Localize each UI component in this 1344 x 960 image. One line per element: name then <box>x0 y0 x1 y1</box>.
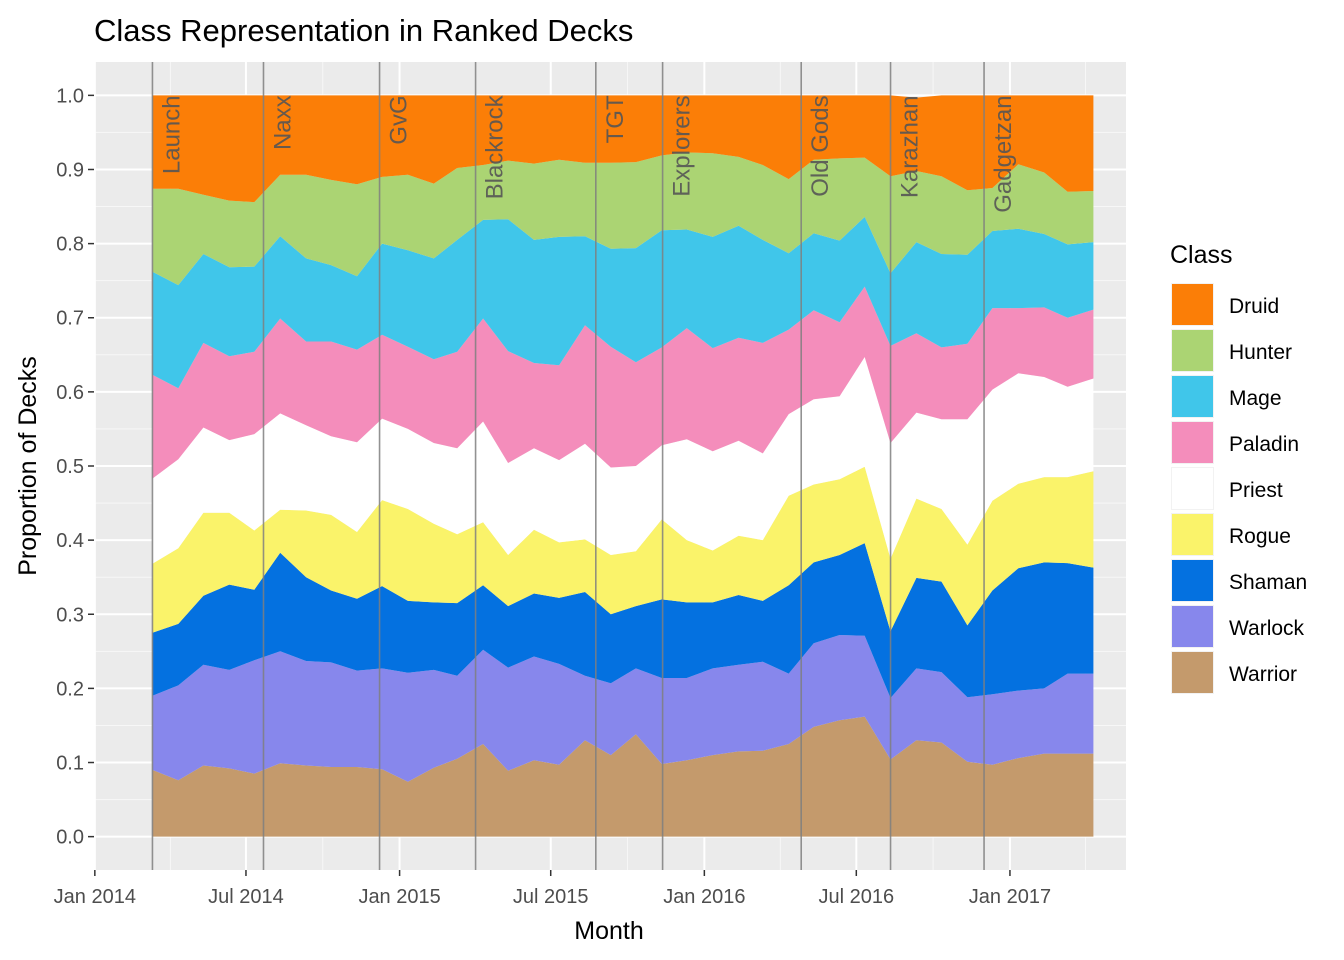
y-axis: 0.0 0.1 0.2 0.3 0.4 0.5 0.6 0.7 0.8 0.9 1.0 <box>56 85 94 849</box>
y-tick-label: 0.1 <box>56 753 84 775</box>
expansion-markers: Launch Naxx GvG Blackrock TGT Explorers Old Go… <box>151 62 1017 870</box>
legend-swatch-paladin <box>1172 422 1213 463</box>
legend-swatch-rogue <box>1172 514 1213 555</box>
legend-label-mage: Mage <box>1229 387 1282 410</box>
y-tick-label: 0.4 <box>56 530 84 552</box>
event-label-blackrock: Blackrock <box>482 94 509 199</box>
event-label-tgt: TGT <box>602 95 629 143</box>
legend-swatch-warrior <box>1172 652 1213 693</box>
legend-label-warlock: Warlock <box>1229 617 1305 640</box>
event-label-launch: Launch <box>158 95 185 174</box>
y-tick-label: 0.3 <box>56 604 84 626</box>
area-warlock <box>152 635 1094 782</box>
area-warrior <box>152 716 1094 837</box>
legend-swatch-hunter <box>1172 330 1213 371</box>
legend-label-hunter: Hunter <box>1229 341 1292 364</box>
area-hunter <box>152 152 1094 286</box>
event-label-gvg: GvG <box>386 95 413 144</box>
x-axis: Jan 2014 Jul 2014 Jan 2015 Jul 2015 Jan 2016… <box>54 870 1051 908</box>
legend-title: Class <box>1170 241 1233 269</box>
y-axis-title: Proportion of Decks <box>14 356 42 576</box>
area-paladin <box>152 286 1094 479</box>
x-tick-label: Jan 2015 <box>358 886 440 908</box>
y-tick-label: 0.2 <box>56 678 84 700</box>
y-tick-label: 0.8 <box>56 234 84 256</box>
area-druid <box>152 95 1094 203</box>
legend-label-rogue: Rogue <box>1229 525 1291 548</box>
event-label-naxx: Naxx <box>269 95 296 150</box>
area-rogue <box>152 466 1094 633</box>
legend-swatch-druid <box>1172 284 1213 325</box>
event-label-explorers: Explorers <box>669 95 696 196</box>
area-mage <box>152 216 1094 389</box>
legend-label-paladin: Paladin <box>1229 433 1299 456</box>
legend-label-druid: Druid <box>1229 295 1279 318</box>
event-label-karazhan: Karazhan <box>897 95 924 198</box>
x-tick-label: Jan 2017 <box>969 886 1051 908</box>
x-tick-label: Jan 2014 <box>54 886 136 908</box>
legend: Druid Hunter Mage Paladin Priest Rogue Shaman W… <box>1171 283 1307 694</box>
area-priest <box>152 357 1094 564</box>
event-label-gadgetzan: Gadgetzan <box>990 95 1017 212</box>
area-shaman <box>152 543 1094 698</box>
y-tick-label: 0.0 <box>56 827 84 849</box>
event-label-old-gods: Old Gods <box>807 95 834 196</box>
x-axis-title: Month <box>574 917 643 945</box>
legend-swatch-warlock <box>1172 606 1213 647</box>
legend-swatch-mage <box>1172 376 1213 417</box>
legend-swatch-shaman <box>1172 560 1213 601</box>
x-tick-label: Jul 2014 <box>208 886 284 908</box>
x-tick-label: Jan 2016 <box>663 886 745 908</box>
y-tick-label: 0.9 <box>56 159 84 181</box>
legend-label-warrior: Warrior <box>1229 663 1297 686</box>
legend-label-shaman: Shaman <box>1229 571 1307 594</box>
legend-swatch-priest <box>1172 468 1213 509</box>
stacked-areas <box>152 95 1094 837</box>
y-tick-label: 0.5 <box>56 456 84 478</box>
y-tick-label: 0.7 <box>56 308 84 330</box>
chart-title: Class Representation in Ranked Decks <box>94 13 633 48</box>
x-tick-label: Jul 2016 <box>818 886 894 908</box>
y-tick-label: 1.0 <box>56 85 84 107</box>
legend-label-priest: Priest <box>1229 479 1283 502</box>
x-tick-label: Jul 2015 <box>513 886 589 908</box>
y-tick-label: 0.6 <box>56 382 84 404</box>
